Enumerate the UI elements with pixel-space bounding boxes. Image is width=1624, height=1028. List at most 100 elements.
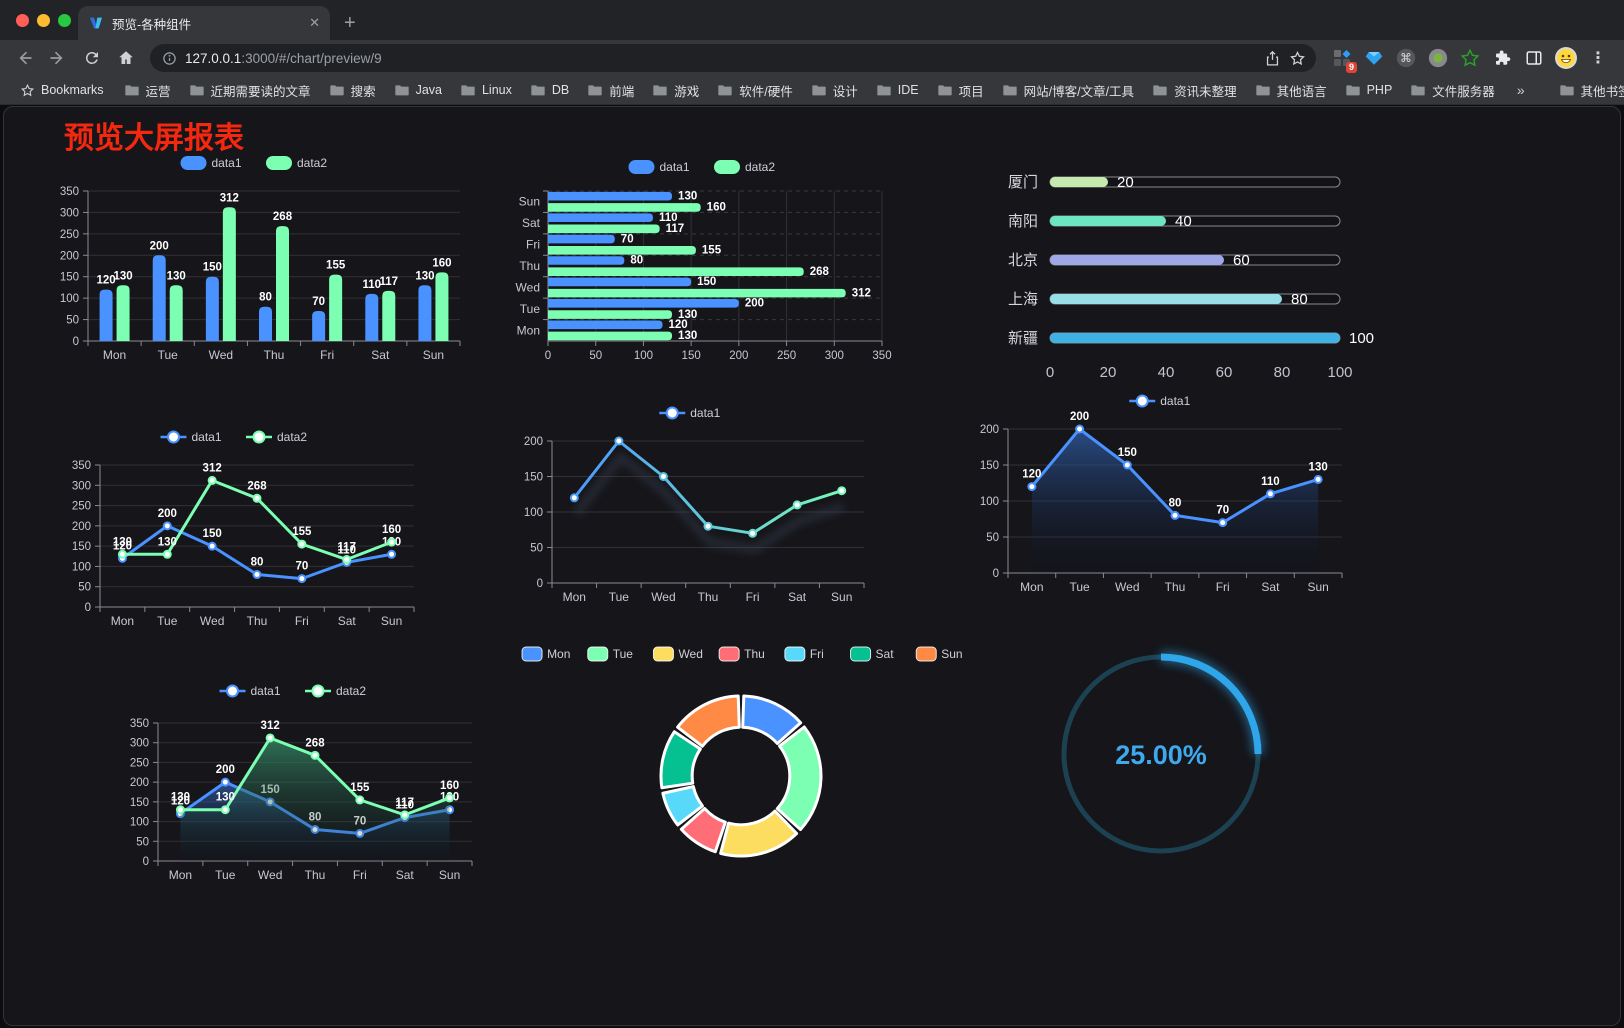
svg-text:150: 150 [682,350,701,362]
chart-line-c4[interactable]: 0 50 100 150 200 250 300 350 Mon Tue Wed Thu Fri Sat S… [48,425,424,637]
url-bar[interactable]: 127.0.0.1:3000/#/chart/preview/9 [150,44,1316,72]
gem-extension-icon[interactable] [1360,44,1388,72]
folder-icon [718,85,732,96]
minimize-window-button[interactable] [37,14,50,27]
svg-text:50: 50 [986,532,999,544]
folder-icon [1002,85,1017,96]
svg-text:data1: data1 [251,684,281,698]
svg-text:200: 200 [72,521,91,533]
bookmark-folder[interactable]: 运营 [116,79,179,102]
svg-text:Tue: Tue [609,590,630,604]
bookmark-folder[interactable]: 游戏 [644,79,707,102]
bookmarks-label: Bookmarks [41,83,104,97]
tab-strip: 预览-各种组件 ✕ + [0,0,1624,40]
recorder-extension-icon[interactable] [1424,44,1452,72]
chart-area-c7[interactable]: 0 50 100 150 200 250 300 350 Mon Tue Wed Thu Fri Sat S… [106,679,484,891]
bookmark-folder[interactable]: 项目 [929,79,992,102]
chart-legend[interactable]: data1 [659,406,721,420]
svg-text:厦门: 厦门 [1008,174,1038,191]
svg-text:Tue: Tue [1069,580,1090,594]
home-button[interactable] [110,43,142,73]
command-extension-icon[interactable]: ⌘ [1392,44,1420,72]
chart-bar-c1[interactable]: 0 50 100 150 200 250 300 350 Mon Tue Wed Thu Fri Sat S… [40,151,472,369]
svg-text:200: 200 [729,350,748,362]
bookmark-folder[interactable]: IDE [868,80,927,100]
browser-tab[interactable]: 预览-各种组件 ✕ [78,6,330,40]
reload-button[interactable] [76,43,108,73]
bookmark-folder[interactable]: 网站/博客/文章/工具 [994,79,1142,102]
bookmark-folder[interactable]: 前端 [579,79,642,102]
svg-text:Wed: Wed [651,590,675,604]
chart-legend[interactable]: Mon Tue Wed Thu Fri Sat Sun [521,646,963,662]
bookmarks-manager[interactable]: Bookmarks [12,81,112,100]
bookmarks-overflow-button[interactable]: » [1516,82,1525,98]
svg-text:data1: data1 [192,430,222,444]
folder-icon [1153,85,1167,96]
svg-text:Fri: Fri [353,868,367,882]
svg-text:117: 117 [395,797,414,809]
bookmark-folder[interactable]: 资讯未整理 [1144,79,1245,102]
svg-text:80: 80 [1274,364,1291,381]
browser-menu-icon[interactable]: ⋮ [1590,50,1606,67]
bookmark-folder[interactable]: PHP [1337,80,1401,100]
forward-icon [50,51,63,65]
chart-gauge-c9[interactable]: 25.00% [1039,634,1284,879]
back-button[interactable] [8,43,40,73]
share-icon[interactable] [1264,50,1281,67]
bookmark-folder[interactable]: Linux [452,80,520,100]
bookmark-folder[interactable]: 搜索 [321,79,384,102]
svg-text:312: 312 [852,287,871,299]
svg-text:data2: data2 [297,156,327,170]
svg-text:130: 130 [171,792,190,804]
other-bookmarks-folder[interactable]: 其他书签 [1551,79,1624,102]
bookmark-folder[interactable]: DB [522,80,577,100]
bookmark-folder[interactable]: 设计 [803,79,866,102]
svg-text:0: 0 [73,336,79,348]
chart-legend[interactable]: data1 [1129,394,1191,408]
svg-text:Thu: Thu [698,590,719,604]
bookmark-folder[interactable]: 软件/硬件 [709,79,800,102]
chart-legend[interactable]: data1 data2 [160,430,308,444]
svg-text:200: 200 [158,508,177,520]
close-window-button[interactable] [16,14,29,27]
chart-bar-progress-c3[interactable]: 厦门 20 南阳 40 北京 60 上海 80 新疆 100 0 20 40 60 80 100 [976,159,1400,385]
chart-line-c5[interactable]: 0 50 100 150 200 Mon Tue Wed Thu Fri Sat Sun data1 [506,401,878,615]
svg-text:Tue: Tue [613,647,634,661]
tab-title: 预览-各种组件 [112,17,192,32]
url-text[interactable]: 127.0.0.1:3000/#/chart/preview/9 [185,51,1256,66]
svg-text:Tue: Tue [157,614,178,628]
forward-button[interactable] [42,43,74,73]
svg-text:Wed: Wed [258,868,282,882]
profile-avatar-icon[interactable] [1552,44,1580,72]
svg-text:160: 160 [432,257,451,269]
svg-text:Sat: Sat [371,348,390,362]
chart-bar-horizontal-c2[interactable]: 0 50 100 150 200 250 300 350 Sun Sat Fri Thu Wed Tue M… [502,155,906,367]
svg-text:250: 250 [60,229,79,241]
green-star-extension-icon[interactable] [1456,44,1484,72]
svg-text:60: 60 [1233,252,1250,269]
svg-text:50: 50 [136,836,149,848]
svg-text:Thu: Thu [247,614,268,628]
side-panel-icon[interactable] [1520,44,1548,72]
svg-text:200: 200 [524,436,543,448]
svg-text:312: 312 [203,462,222,474]
chart-legend[interactable]: data1 data2 [628,160,776,174]
new-tab-button[interactable]: + [344,12,356,34]
bookmark-folder[interactable]: 其他语言 [1247,79,1335,102]
bookmark-star-icon[interactable] [1289,50,1306,67]
svg-text:Fri: Fri [295,614,309,628]
svg-text:160: 160 [440,780,459,792]
chart-area-c6[interactable]: 0 50 100 150 200 Mon Tue Wed Thu Fri Sat Sun 120 200 1… [966,389,1358,601]
svg-text:Fri: Fri [320,348,334,362]
chart-legend[interactable]: data1 data2 [180,156,328,170]
bookmark-folder[interactable]: Java [386,80,450,100]
chart-legend[interactable]: data1 data2 [219,684,367,698]
svg-text:130: 130 [678,309,697,321]
chart-pie-c8[interactable]: Mon Tue Wed Thu Fri Sat Sun [521,639,963,895]
bookmark-folder[interactable]: 近期需要读的文章 [181,79,319,102]
zoom-window-button[interactable] [58,14,71,27]
extensions-puzzle-icon[interactable] [1488,44,1516,72]
bookmark-folder[interactable]: 文件服务器 [1402,79,1503,102]
proxy-extension-icon[interactable]: 9 [1328,44,1357,73]
tab-close-icon[interactable]: ✕ [309,15,320,30]
